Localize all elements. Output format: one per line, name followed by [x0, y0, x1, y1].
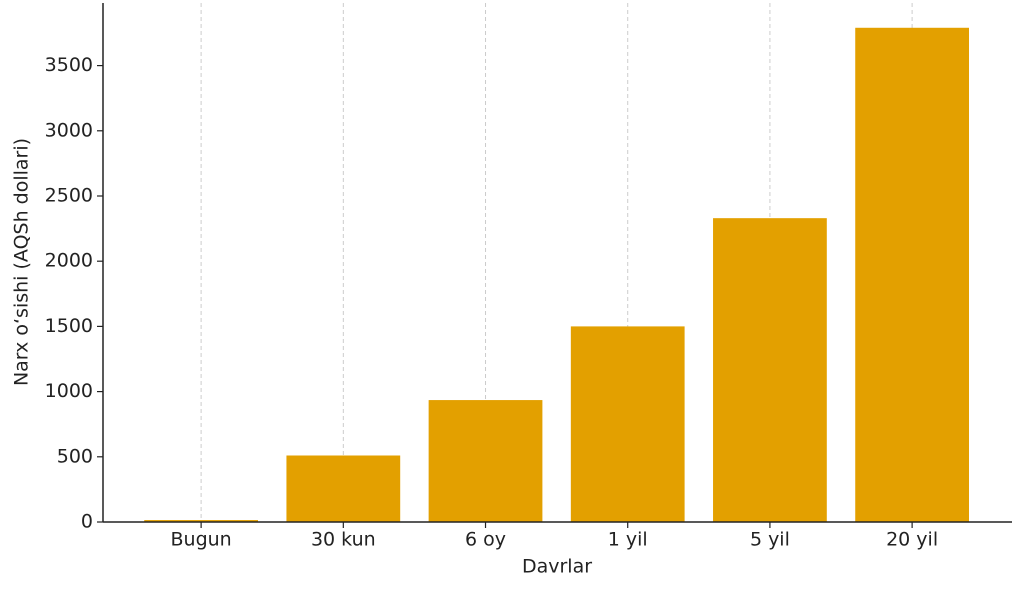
bar: [713, 218, 827, 522]
x-tick-label: 30 kun: [311, 529, 376, 551]
bar: [286, 455, 401, 522]
y-tick-label: 3500: [45, 54, 93, 76]
y-tick-label: 2000: [45, 250, 93, 272]
y-tick-label: 0: [81, 511, 93, 533]
bar: [428, 400, 543, 522]
y-tick-label: 1500: [45, 315, 93, 337]
y-tick-label: 500: [57, 445, 93, 467]
y-tick-label: 1000: [45, 380, 93, 402]
y-tick-label: 2500: [45, 184, 93, 206]
x-tick-label: 1 yil: [608, 529, 648, 551]
x-tick-label: 5 yil: [750, 529, 790, 551]
x-tick-label: 20 yil: [886, 529, 938, 551]
bar: [855, 27, 969, 523]
y-axis-label: Narx oʻsishi (AQSh dollari): [11, 138, 33, 386]
x-tick-label: Bugun: [171, 529, 232, 551]
bar: [570, 326, 685, 522]
bar: [144, 520, 258, 522]
x-axis-label: Davrlar: [522, 556, 592, 578]
y-tick-label: 3000: [45, 119, 93, 141]
x-tick-label: 6 oy: [465, 529, 506, 551]
